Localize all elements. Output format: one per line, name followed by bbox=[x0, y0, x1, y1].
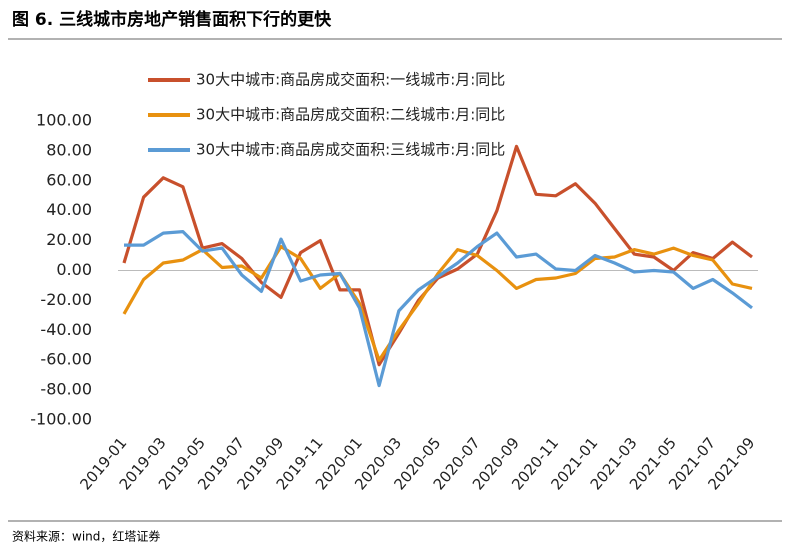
source-note: 资料来源：wind，红塔证券 bbox=[12, 529, 160, 544]
y-tick-label: 60.00 bbox=[46, 170, 92, 189]
y-tick-label: -80.00 bbox=[40, 380, 92, 399]
legend-label: 30大中城市:商品房成交面积:一线城市:月:同比 bbox=[196, 71, 505, 89]
series-line bbox=[122, 144, 753, 367]
y-tick-label: 100.00 bbox=[36, 111, 92, 130]
series-line bbox=[122, 245, 753, 362]
y-tick-label: 20.00 bbox=[46, 230, 92, 249]
legend-label: 30大中城市:商品房成交面积:二线城市:月:同比 bbox=[196, 106, 505, 124]
y-tick-label: 80.00 bbox=[46, 140, 92, 159]
y-tick-label: 0.00 bbox=[56, 260, 92, 279]
legend-label: 30大中城市:商品房成交面积:三线城市:月:同比 bbox=[196, 141, 505, 159]
y-tick-label: -100.00 bbox=[30, 410, 92, 429]
y-tick-label: -40.00 bbox=[40, 320, 92, 339]
series-line bbox=[124, 230, 753, 388]
y-tick-label: 40.00 bbox=[46, 200, 92, 219]
figure-title: 图 6. 三线城市房地产销售面积下行的更快 bbox=[12, 9, 332, 30]
y-tick-label: -60.00 bbox=[40, 350, 92, 369]
y-tick-label: -20.00 bbox=[40, 290, 92, 309]
